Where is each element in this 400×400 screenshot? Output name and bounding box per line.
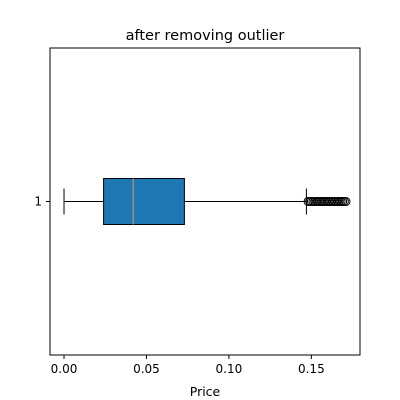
x-tick-label: 0.05	[133, 362, 160, 376]
plot-area	[63, 178, 351, 225]
x-tick-label: 0.15	[298, 362, 325, 376]
flier-point	[341, 197, 351, 206]
iqr-box	[103, 178, 185, 225]
y-axis: 1	[34, 195, 50, 209]
x-axis: 0.00 0.05 0.10 0.15	[51, 355, 325, 376]
x-axis-label: Price	[190, 384, 221, 399]
y-tick-label: 1	[34, 195, 42, 209]
chart-title: after removing outlier	[126, 28, 285, 44]
x-tick-label: 0.00	[51, 362, 78, 376]
x-tick-label: 0.10	[216, 362, 243, 376]
